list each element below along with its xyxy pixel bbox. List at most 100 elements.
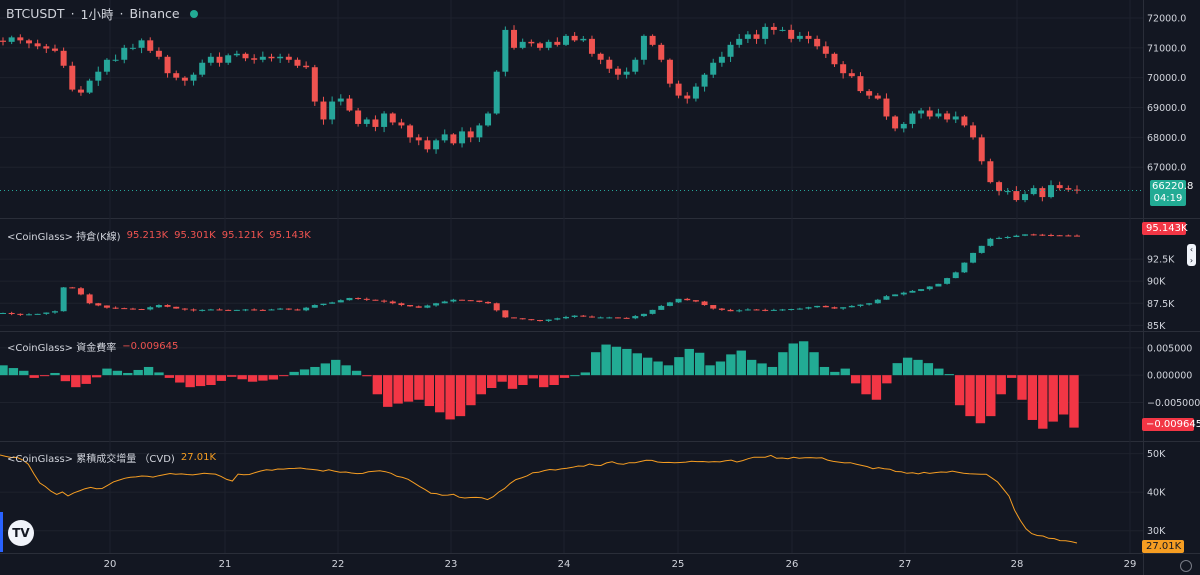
funding-bar bbox=[133, 369, 143, 376]
funding-bar bbox=[809, 352, 819, 376]
axis-labels: 20 21 22 23 24 25 26 27 28 29 72000.0 71000.0 70000.… bbox=[104, 13, 1200, 570]
price-candle-body bbox=[103, 59, 110, 72]
oi-candle-body bbox=[848, 305, 855, 308]
price-candle-body bbox=[389, 113, 396, 123]
price-candle-body bbox=[935, 113, 942, 117]
oi-candle-body bbox=[502, 310, 509, 318]
oi-axis-label: 85K bbox=[1147, 321, 1166, 332]
funding-bar bbox=[954, 375, 965, 406]
oi-candle-body bbox=[43, 312, 50, 314]
price-candle-body bbox=[34, 43, 41, 47]
oi-candle-body bbox=[796, 308, 803, 310]
price-candle-body bbox=[580, 38, 587, 41]
pane-scale-control[interactable]: ‹ › bbox=[1187, 244, 1196, 266]
oi-candle-body bbox=[17, 313, 24, 315]
funding-bar bbox=[736, 350, 746, 376]
funding-bar bbox=[310, 366, 320, 376]
oi-candle-body bbox=[788, 309, 795, 311]
price-candle-body bbox=[952, 116, 959, 120]
funding-bar bbox=[71, 375, 81, 388]
price-candle-body bbox=[155, 50, 162, 57]
oi-candle-body bbox=[329, 302, 336, 304]
cvd-pane-legend[interactable]: <CoinGlass> 累積成交增量 （CVD) 27.01K bbox=[7, 450, 216, 465]
oi-candle-body bbox=[433, 303, 440, 306]
price-candle-body bbox=[562, 35, 569, 45]
funding-bar bbox=[643, 357, 653, 376]
funding-pane-title: <CoinGlass> 資金費率 bbox=[7, 343, 117, 354]
oi-candle-body bbox=[770, 309, 777, 311]
price-candle-body bbox=[381, 113, 388, 127]
funding-bar bbox=[0, 365, 8, 376]
funding-value: −0.009645 bbox=[122, 341, 179, 352]
funding-bar bbox=[559, 375, 570, 378]
oi-candle-body bbox=[1048, 234, 1055, 236]
price-candle-body bbox=[51, 48, 58, 51]
funding-bar bbox=[476, 375, 486, 395]
price-candle-body bbox=[303, 65, 310, 68]
open-interest-candles bbox=[0, 233, 1080, 323]
funding-bar bbox=[143, 366, 154, 376]
price-candle-body bbox=[459, 131, 466, 144]
price-candle-body bbox=[892, 116, 899, 129]
price-candle-body bbox=[926, 110, 933, 117]
funding-bar bbox=[663, 365, 674, 376]
funding-bar bbox=[206, 375, 216, 385]
cvd-line bbox=[0, 454, 1078, 544]
settings-gear-icon[interactable] bbox=[1180, 560, 1192, 572]
exchange-label: Binance bbox=[129, 6, 180, 21]
chart-header[interactable]: BTCUSDT · 1小時 · Binance bbox=[6, 4, 198, 23]
oi-axis-label: 92.5K bbox=[1147, 255, 1175, 266]
x-tick-label: 22 bbox=[332, 559, 345, 570]
price-candle-body bbox=[0, 40, 6, 42]
price-candle-body bbox=[372, 119, 379, 127]
price-candle-body bbox=[129, 47, 136, 49]
oi-open: 95.213K bbox=[126, 230, 169, 241]
oi-candle-body bbox=[1004, 237, 1011, 239]
symbol-label[interactable]: BTCUSDT bbox=[6, 6, 65, 21]
oi-candle-body bbox=[155, 305, 162, 308]
funding-bar bbox=[1017, 375, 1027, 400]
funding-bar bbox=[996, 375, 1006, 395]
funding-bar bbox=[487, 375, 497, 388]
oi-candle-body bbox=[147, 307, 154, 310]
price-candle-body bbox=[718, 56, 725, 63]
funding-axis-label: 0.005000 bbox=[1147, 343, 1192, 354]
price-candle-body bbox=[692, 86, 699, 99]
price-candle-body bbox=[996, 182, 1003, 192]
oi-candle-body bbox=[251, 309, 258, 311]
funding-bar bbox=[81, 375, 91, 384]
oi-candle-body bbox=[970, 252, 977, 263]
oi-candle-body bbox=[537, 320, 543, 322]
interval-label[interactable]: 1小時 bbox=[80, 7, 114, 22]
price-candle-body bbox=[970, 125, 977, 138]
funding-bar bbox=[164, 375, 175, 378]
oi-high: 95.301K bbox=[174, 230, 216, 241]
price-candle-body bbox=[233, 53, 240, 56]
oi-candle-body bbox=[294, 309, 301, 311]
funding-bar bbox=[528, 375, 538, 379]
funding-bar bbox=[830, 371, 840, 376]
funding-bar bbox=[1048, 375, 1058, 422]
oi-axis-label: 90K bbox=[1147, 277, 1166, 288]
price-candle-body bbox=[805, 35, 812, 39]
funding-bar bbox=[871, 375, 882, 400]
price-candle-body bbox=[944, 113, 951, 120]
funding-pane-legend[interactable]: <CoinGlass> 資金費率 −0.009645 bbox=[7, 339, 178, 354]
funding-bar bbox=[112, 370, 123, 376]
funding-bar bbox=[892, 363, 902, 376]
price-candle-body bbox=[43, 46, 50, 49]
price-axis-label: 67000.0 bbox=[1147, 163, 1186, 174]
tradingview-logo-icon[interactable]: TV bbox=[8, 520, 34, 546]
price-candle-body bbox=[779, 29, 786, 31]
price-candle-body bbox=[597, 53, 604, 60]
oi-candle-body bbox=[476, 300, 483, 302]
funding-value-tag: −0.009645 bbox=[1142, 418, 1200, 431]
oi-candle-body bbox=[614, 317, 621, 319]
funding-bar bbox=[289, 371, 299, 376]
price-candle-body bbox=[961, 116, 968, 126]
oi-pane-legend[interactable]: <CoinGlass> 持倉(K線) 95.213K 95.301K 95.12… bbox=[7, 228, 311, 243]
funding-bar bbox=[393, 375, 403, 404]
funding-bar bbox=[778, 352, 788, 376]
oi-candle-body bbox=[866, 303, 873, 305]
